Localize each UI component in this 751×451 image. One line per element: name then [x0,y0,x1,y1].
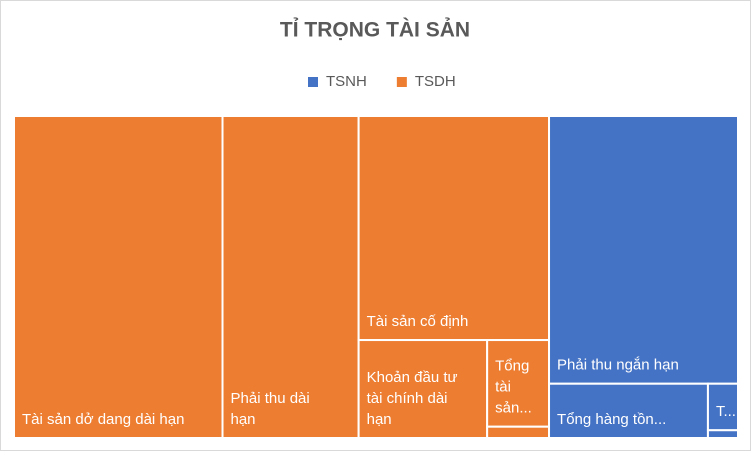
cell-label-line: Phải thu ngắn hạn [557,357,679,374]
cell-label-line: sản... [495,400,532,417]
chart-title: TỈ TRỌNG TÀI SẢN [280,19,470,42]
treemap-cell [357,115,551,342]
cell-label: Tài sản cố định [367,313,469,330]
cell-label: Khoản đầu tư tài chính dài hạn [367,369,458,428]
cell-label: Tài sản dở dang dài hạn [22,411,184,428]
cell-label-line: hạn [231,411,256,428]
treemap-cell [548,115,740,385]
cell-label-line: Khoản đầu tư [367,369,458,386]
cell-label-line: T... [716,403,736,420]
cell-label: Tổng tài sản... [495,358,532,417]
cell-label-line: hạn [367,411,392,428]
legend-swatch [396,77,407,87]
treemap-cell [221,115,360,439]
cell-label: Phải thu dài hạn [231,390,310,428]
cell-label-line: Tổng hàng tồn... [557,411,666,428]
treemap-cell [548,382,709,439]
legend-label: TSNH [326,73,367,90]
cell-label: Phải thu ngắn hạn [557,357,679,374]
legend-swatch [308,77,318,87]
cell-label-line: tài chính dài [367,390,448,407]
cell-label-line: Tài sản cố định [367,313,469,330]
legend-label: TSDH [415,73,456,90]
treemap-cell [706,429,740,439]
treemap-cell [13,115,224,439]
treemap-cell [357,339,489,439]
treemap-cell [486,425,551,440]
cell-label-line: Phải thu dài [231,390,310,407]
cell-label-line: Tổng [495,358,529,375]
cell-label: T... [716,403,736,420]
cell-label-line: tài [495,379,511,396]
cell-label-line: Tài sản dở dang dài hạn [22,411,184,428]
cell-label: Tổng hàng tồn... [557,411,666,428]
